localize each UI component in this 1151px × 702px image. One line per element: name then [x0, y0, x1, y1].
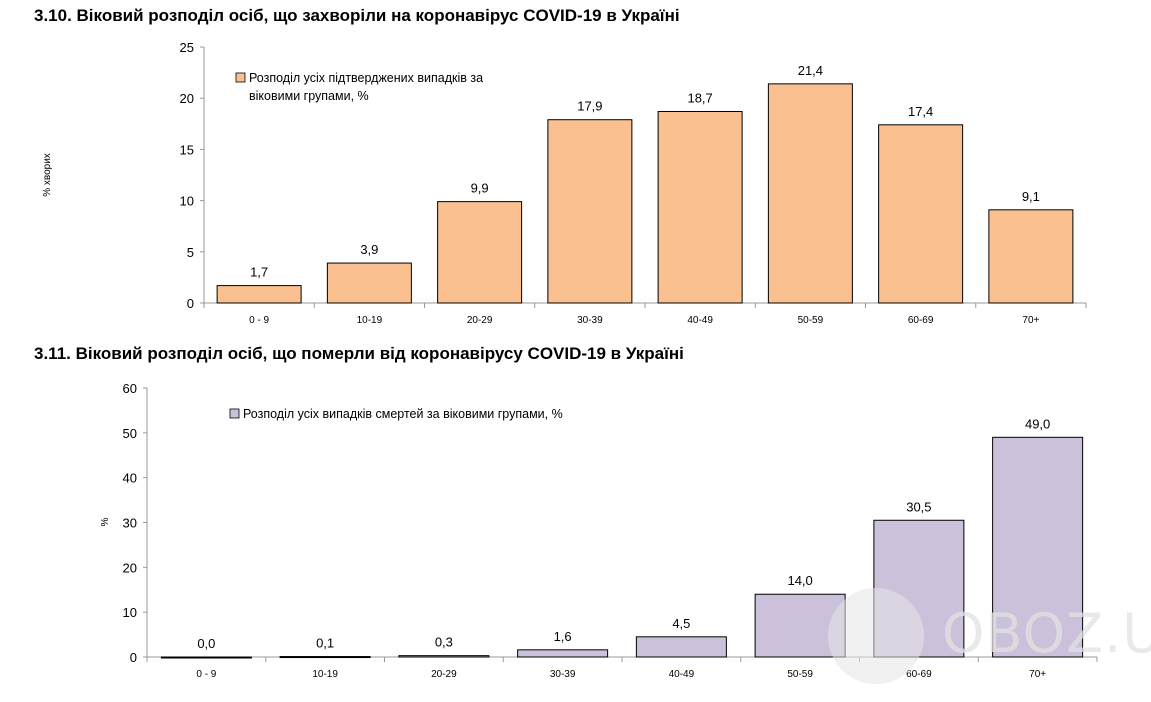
data-label: 4,5	[672, 616, 690, 631]
bar	[437, 201, 523, 304]
y-tick-label: 5	[187, 245, 194, 260]
data-label: 30,5	[906, 499, 931, 514]
y-tick-label: 10	[123, 605, 137, 620]
x-tick-label: 0 - 9	[249, 315, 269, 326]
y-axis-label: % хворих	[42, 153, 53, 197]
x-tick-label: 20-29	[467, 315, 493, 326]
data-label: 0,0	[197, 636, 215, 651]
y-tick-label: 50	[123, 426, 137, 441]
legend-label: Розподіл усіх випадків смертей за вікови…	[243, 407, 563, 421]
chart-1-title: 3.10. Віковий розподіл осіб, що захворіл…	[34, 6, 680, 25]
bar	[767, 83, 853, 304]
y-tick-label: 15	[180, 142, 194, 157]
y-tick-label: 60	[123, 381, 137, 396]
x-tick-label: 60-69	[906, 669, 932, 680]
y-tick-label: 0	[130, 650, 137, 665]
x-tick-label: 30-39	[550, 669, 576, 680]
x-tick-label: 40-49	[687, 315, 713, 326]
data-label: 49,0	[1025, 416, 1050, 431]
bar	[635, 636, 727, 658]
watermark-globe-icon	[828, 588, 924, 684]
watermark: OBOZ.UA	[942, 602, 1151, 665]
legend-swatch	[235, 72, 246, 83]
y-axis-label: %	[100, 517, 111, 526]
x-tick-label: 10-19	[357, 315, 383, 326]
bar	[398, 655, 490, 658]
data-label: 18,7	[687, 91, 712, 106]
y-tick-label: 20	[123, 560, 137, 575]
chart-1-cases: 0 5 10 15 20 25 1,7 0 - 9 3,9 10-19 9,9 20-29 17,9 30…	[42, 40, 1087, 326]
x-tick-label: 50-59	[798, 315, 824, 326]
bar	[326, 262, 412, 304]
x-tick-label: 60-69	[908, 315, 934, 326]
data-label: 0,1	[316, 636, 334, 651]
x-tick-label: 70+	[1029, 669, 1046, 680]
y-tick-label: 20	[180, 91, 194, 106]
data-label: 21,4	[798, 63, 823, 78]
chart-2-title: 3.11. Віковий розподіл осіб, що померли …	[34, 344, 684, 363]
bar	[657, 111, 743, 304]
data-label: 17,9	[577, 99, 602, 114]
bar	[988, 209, 1074, 304]
y-tick-label: 30	[123, 516, 137, 531]
bar	[547, 119, 633, 304]
data-label: 17,4	[908, 104, 933, 119]
y-tick-label: 25	[180, 40, 194, 55]
data-label: 14,0	[787, 573, 812, 588]
bar	[992, 436, 1084, 658]
legend-label: Розподіл усіх підтверджених випадків за в…	[249, 71, 483, 103]
y-tick-label: 40	[123, 471, 137, 486]
data-label: 0,3	[435, 635, 453, 650]
x-tick-label: 50-59	[787, 669, 813, 680]
data-label: 3,9	[360, 242, 378, 257]
x-tick-label: 20-29	[431, 669, 457, 680]
bar	[517, 649, 609, 658]
x-tick-label: 70+	[1022, 315, 1039, 326]
y-tick-label: 10	[180, 194, 194, 209]
bar	[279, 656, 371, 659]
x-tick-label: 10-19	[312, 669, 338, 680]
bar	[878, 124, 964, 304]
x-tick-label: 40-49	[669, 669, 695, 680]
y-tick-label: 0	[187, 296, 194, 311]
data-label: 9,9	[471, 181, 489, 196]
data-label: 9,1	[1022, 189, 1040, 204]
x-tick-label: 30-39	[577, 315, 603, 326]
x-tick-label: 0 - 9	[196, 669, 216, 680]
bar	[216, 285, 302, 304]
bar	[160, 656, 252, 659]
legend-swatch	[229, 408, 240, 419]
data-label: 1,6	[554, 629, 572, 644]
data-label: 1,7	[250, 265, 268, 280]
